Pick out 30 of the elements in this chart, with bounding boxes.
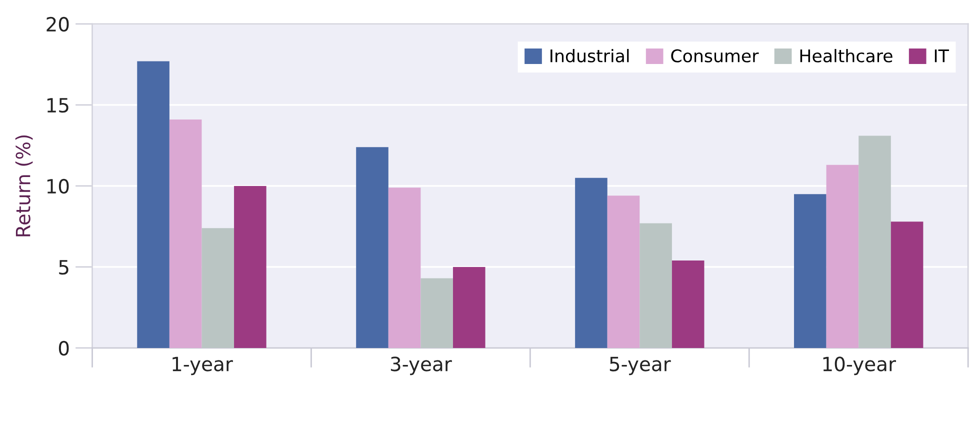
y-tick-label: 10 [47, 178, 69, 194]
bar [420, 278, 453, 348]
bar [202, 228, 234, 348]
bar [672, 260, 704, 348]
legend-label: Industrial [550, 48, 629, 62]
x-tick-label: 10-year [823, 356, 896, 376]
bar [607, 196, 640, 348]
y-tick-label: 5 [59, 260, 68, 275]
y-tick-label: 20 [46, 16, 69, 32]
y-axis-title: Return (%) [15, 135, 33, 236]
legend-label: IT [934, 50, 949, 62]
legend-label: Consumer [671, 49, 759, 62]
x-tick-label: 1-year [172, 356, 233, 376]
bar [640, 223, 672, 348]
bar [137, 61, 170, 348]
bar [890, 222, 924, 348]
bar [858, 136, 891, 348]
y-tick-label: 15 [47, 98, 68, 113]
bar [794, 194, 826, 348]
x-tick-label: 5-year [610, 356, 671, 376]
bar [169, 120, 202, 348]
x-tick-label: 3-year [390, 356, 452, 376]
y-tick-label: 0 [58, 340, 69, 356]
bar [234, 186, 266, 348]
bar [826, 164, 859, 348]
legend-label: Healthcare [800, 48, 892, 62]
bar [388, 188, 421, 348]
bar [452, 266, 486, 348]
bar [356, 147, 388, 348]
bar [575, 178, 608, 348]
